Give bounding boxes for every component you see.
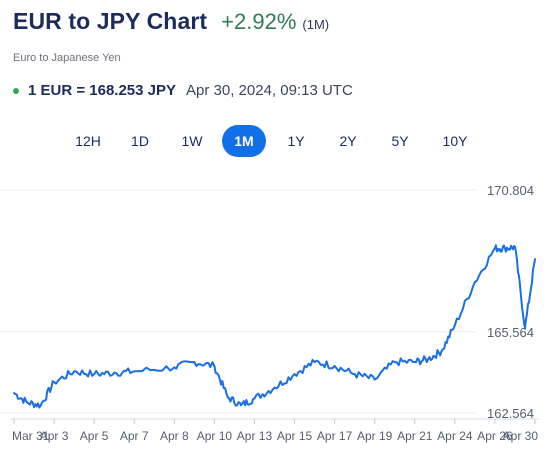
chart-title: EUR to JPY Chart <box>13 8 208 34</box>
data-point <box>93 373 96 376</box>
tab-5y[interactable]: 5Y <box>391 133 409 149</box>
data-point <box>440 350 443 353</box>
data-point <box>53 381 56 384</box>
tab-12h[interactable]: 12H <box>75 133 101 149</box>
data-point <box>313 361 316 363</box>
period-label: (1M) <box>302 17 330 32</box>
tab-1y[interactable]: 1Y <box>287 133 305 149</box>
x-tick-label: Apr 15 <box>277 429 313 443</box>
data-point <box>413 361 416 363</box>
x-tick-label: Apr 17 <box>317 429 353 443</box>
x-tick-label: Apr 3 <box>40 429 69 443</box>
y-tick-label: 170.804 <box>487 183 534 198</box>
data-point <box>39 404 42 407</box>
data-point <box>113 371 116 374</box>
tab-10y[interactable]: 10Y <box>442 133 468 149</box>
x-tick-label: Apr 30 <box>503 429 539 443</box>
current-rate: 1 EUR = 168.253 JPY <box>28 82 177 99</box>
data-point <box>524 327 526 330</box>
data-point <box>534 258 536 261</box>
x-tick-label: Apr 7 <box>120 429 149 443</box>
data-point <box>427 358 430 361</box>
data-point <box>226 396 229 399</box>
tab-1w[interactable]: 1W <box>181 133 203 149</box>
x-tick-label: Mar 31 <box>12 429 50 443</box>
series-line <box>13 244 536 409</box>
data-point <box>353 373 356 376</box>
tab-2y[interactable]: 2Y <box>339 133 357 149</box>
y-tick-label: 162.564 <box>487 406 534 421</box>
tab-1m[interactable]: 1M <box>222 125 266 157</box>
data-point <box>333 365 336 367</box>
data-point <box>173 366 176 369</box>
data-point <box>503 247 506 250</box>
percent-change: +2.92% <box>221 9 297 34</box>
x-tick-label: Apr 21 <box>397 429 433 443</box>
x-tick-label: Apr 24 <box>437 429 473 443</box>
data-point <box>13 392 15 395</box>
data-point <box>240 404 243 407</box>
x-tick-label: Apr 19 <box>357 429 393 443</box>
x-tick-label: Apr 8 <box>160 429 189 443</box>
chart-header: EUR to JPY Chart +2.92% (1M) <box>13 8 329 35</box>
rate-timestamp: Apr 30, 2024, 09:13 UTC <box>186 82 353 99</box>
data-point <box>193 361 196 363</box>
data-point <box>213 365 216 367</box>
timeframe-tabs: 12H 1D 1W 1M 1Y 2Y 5Y 10Y <box>66 125 488 157</box>
data-point <box>26 401 29 404</box>
x-tick-label: Apr 5 <box>80 429 109 443</box>
data-point <box>273 386 276 389</box>
data-point <box>253 397 256 400</box>
data-point <box>393 361 396 363</box>
data-point <box>493 247 496 250</box>
data-point <box>73 370 76 373</box>
data-point <box>514 245 516 248</box>
data-point <box>293 373 296 376</box>
data-point <box>133 370 136 373</box>
x-tick-label: Apr 26 <box>477 429 513 443</box>
live-dot-icon <box>13 87 19 94</box>
x-tick-label: Apr 13 <box>237 429 273 443</box>
y-tick-label: 165.564 <box>487 325 534 340</box>
tab-1d[interactable]: 1D <box>131 133 149 149</box>
data-point <box>473 281 476 284</box>
rate-row: 1 EUR = 168.253 JPY Apr 30, 2024, 09:13 … <box>13 82 353 99</box>
x-tick-label: Apr 10 <box>197 429 233 443</box>
pair-subtitle: Euro to Japanese Yen <box>13 52 121 64</box>
data-point <box>373 378 376 381</box>
data-point <box>453 324 456 327</box>
